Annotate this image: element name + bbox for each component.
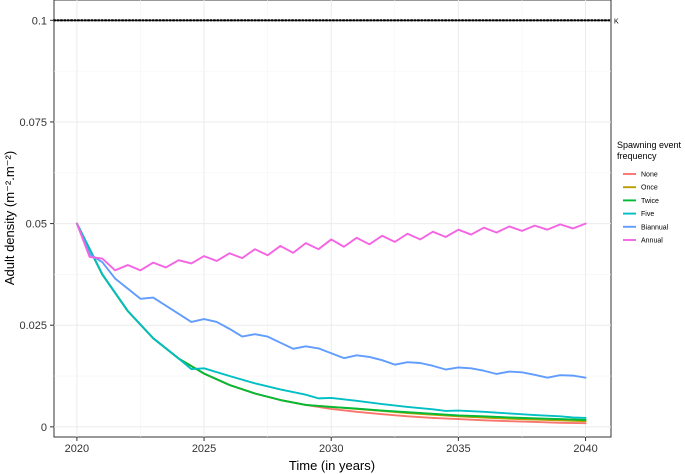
x-axis: 2020 2025 2030 2035 2040 [65, 437, 598, 455]
x-tick-label: 2025 [192, 443, 216, 455]
legend-title-line-1: Spawning event [617, 140, 682, 150]
y-tick-label: 0 [41, 422, 47, 434]
y-axis-title: Adult density (m⁻².m⁻²) [2, 151, 17, 285]
plot-panel [53, 0, 612, 438]
legend-label-once: Once [641, 185, 658, 192]
x-tick-label: 2030 [319, 443, 343, 455]
x-tick-label: 2035 [446, 443, 470, 455]
legend-label-biannual: Biannual [641, 224, 669, 231]
y-tick-label: 0.1 [32, 15, 47, 27]
reference-line-label: K [614, 18, 619, 25]
series-group [75, 222, 587, 425]
x-tick-label: 2020 [65, 443, 89, 455]
legend: Spawning event frequency None Once Twice Fi… [617, 140, 682, 245]
reference-line-group: K [52, 18, 619, 25]
legend-title-line-2: frequency [617, 151, 657, 161]
series-line-annual [75, 222, 587, 272]
x-tick-label: 2040 [573, 443, 597, 455]
y-axis: 0 0.025 0.05 0.075 0.1 [19, 15, 54, 434]
legend-label-twice: Twice [641, 198, 659, 205]
legend-label-annual: Annual [641, 238, 663, 245]
series-line-five [75, 222, 587, 419]
legend-label-none: None [641, 172, 658, 179]
y-tick-label: 0.025 [19, 320, 47, 332]
legend-label-five: Five [641, 211, 654, 218]
series-line-biannual [75, 222, 587, 379]
x-axis-title: Time (in years) [289, 458, 375, 473]
y-tick-label: 0.05 [26, 219, 47, 231]
y-tick-label: 0.075 [19, 117, 47, 129]
